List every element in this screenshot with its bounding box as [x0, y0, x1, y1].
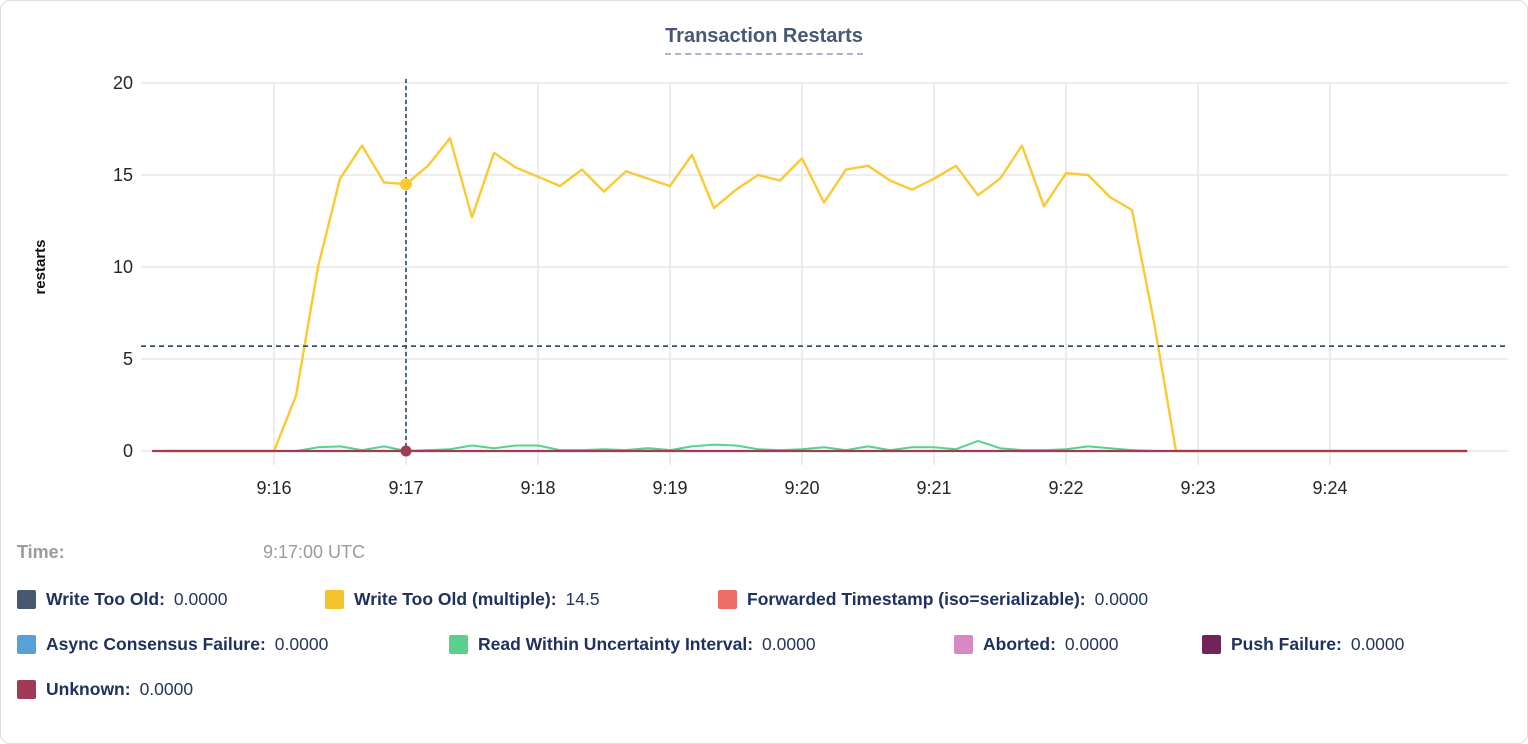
legend-item-push-failure[interactable]: Push Failure: 0.0000: [1202, 634, 1404, 655]
legend-item-async-consensus-failure[interactable]: Async Consensus Failure: 0.0000: [17, 634, 328, 655]
y-tick-label: 15: [113, 165, 133, 185]
legend-value: 0.0000: [173, 589, 228, 609]
legend-label: Async Consensus Failure:: [46, 634, 266, 654]
legend-label: Write Too Old:: [46, 589, 165, 609]
legend-value: 0.0000: [762, 634, 816, 654]
legend-swatch: [449, 635, 468, 654]
y-tick-label: 0: [123, 441, 133, 461]
x-tick-label: 9:20: [784, 478, 819, 498]
legend-value: 14.5: [565, 589, 600, 609]
y-tick-label: 5: [123, 349, 133, 369]
legend-swatch: [17, 590, 36, 609]
legend-item-read-within-uncertainty-interval[interactable]: Read Within Uncertainty Interval: 0.0000: [449, 634, 816, 655]
x-tick-label: 9:16: [256, 478, 291, 498]
chart-header: Transaction Restarts: [1, 25, 1527, 55]
legend-row: Unknown: 0.0000: [1, 679, 1527, 705]
x-tick-label: 9:18: [520, 478, 555, 498]
hover-dot: [400, 178, 412, 191]
legend-value: 0.0000: [139, 679, 194, 699]
legend-item-unknown[interactable]: Unknown: 0.0000: [17, 679, 193, 700]
x-tick-label: 9:24: [1312, 478, 1347, 498]
legend-label: Aborted:: [983, 634, 1056, 654]
legend-label: Write Too Old (multiple):: [354, 589, 557, 609]
legend-value: 0.0000: [1064, 634, 1119, 654]
legend-row: Write Too Old: 0.0000 Write Too Old (multi…: [1, 589, 1527, 615]
y-axis-label: restarts: [32, 239, 49, 294]
legend-label: Forwarded Timestamp (iso=serializable):: [747, 589, 1086, 609]
y-tick-label: 20: [113, 73, 133, 93]
hover-dot: [400, 445, 412, 457]
legend-value: 0.0000: [1350, 634, 1405, 654]
legend-label: Unknown:: [46, 679, 131, 699]
series-line-read-within-uncertainty-interval: [163, 439, 1468, 452]
legend-item-write-too-old-multiple[interactable]: Write Too Old (multiple): 14.5: [325, 589, 600, 610]
legend-label: Read Within Uncertainty Interval:: [478, 634, 754, 654]
x-tick-label: 9:17: [388, 478, 423, 498]
chart-title[interactable]: Transaction Restarts: [665, 25, 863, 55]
legend-item-aborted[interactable]: Aborted: 0.0000: [954, 634, 1118, 655]
legend-row: Async Consensus Failure: 0.0000 Read Withi…: [1, 634, 1527, 660]
time-label: Time:: [17, 542, 65, 562]
x-tick-label: 9:19: [652, 478, 687, 498]
legend-label: Push Failure:: [1231, 634, 1342, 654]
x-tick-label: 9:21: [916, 478, 951, 498]
time-value: 9:17:00 UTC: [263, 542, 366, 562]
hover-time-row: Time: 9:17:00 UTC: [1, 542, 1527, 566]
x-tick-label: 9:22: [1048, 478, 1083, 498]
transaction-restarts-chart[interactable]: 0 5 10 15 20 9:16 9:17 9:18 9:19 9:20 9:21 9:22 9:23…: [1, 1, 1528, 516]
legend-swatch: [718, 590, 737, 609]
legend-item-write-too-old[interactable]: Write Too Old: 0.0000: [17, 589, 227, 610]
legend-swatch: [954, 635, 973, 654]
legend-value: 0.0000: [274, 634, 329, 654]
legend-item-forwarded-timestamp-iso-serializable[interactable]: Forwarded Timestamp (iso=serializable): 0…: [718, 589, 1148, 610]
legend-swatch: [1202, 635, 1221, 654]
x-tick-label: 9:23: [1180, 478, 1215, 498]
series-line-write-too-old-multiple-: [162, 136, 1468, 453]
legend-swatch: [17, 635, 36, 654]
y-tick-label: 10: [113, 257, 133, 277]
legend-swatch: [17, 680, 36, 699]
gridlines: 0 5 10 15 20 9:16 9:17 9:18 9:19 9:20 9:21 9:22 9:23…: [113, 73, 1508, 498]
crosshair: [141, 79, 1508, 457]
legend-swatch: [325, 590, 344, 609]
legend-value: 0.0000: [1094, 589, 1149, 609]
